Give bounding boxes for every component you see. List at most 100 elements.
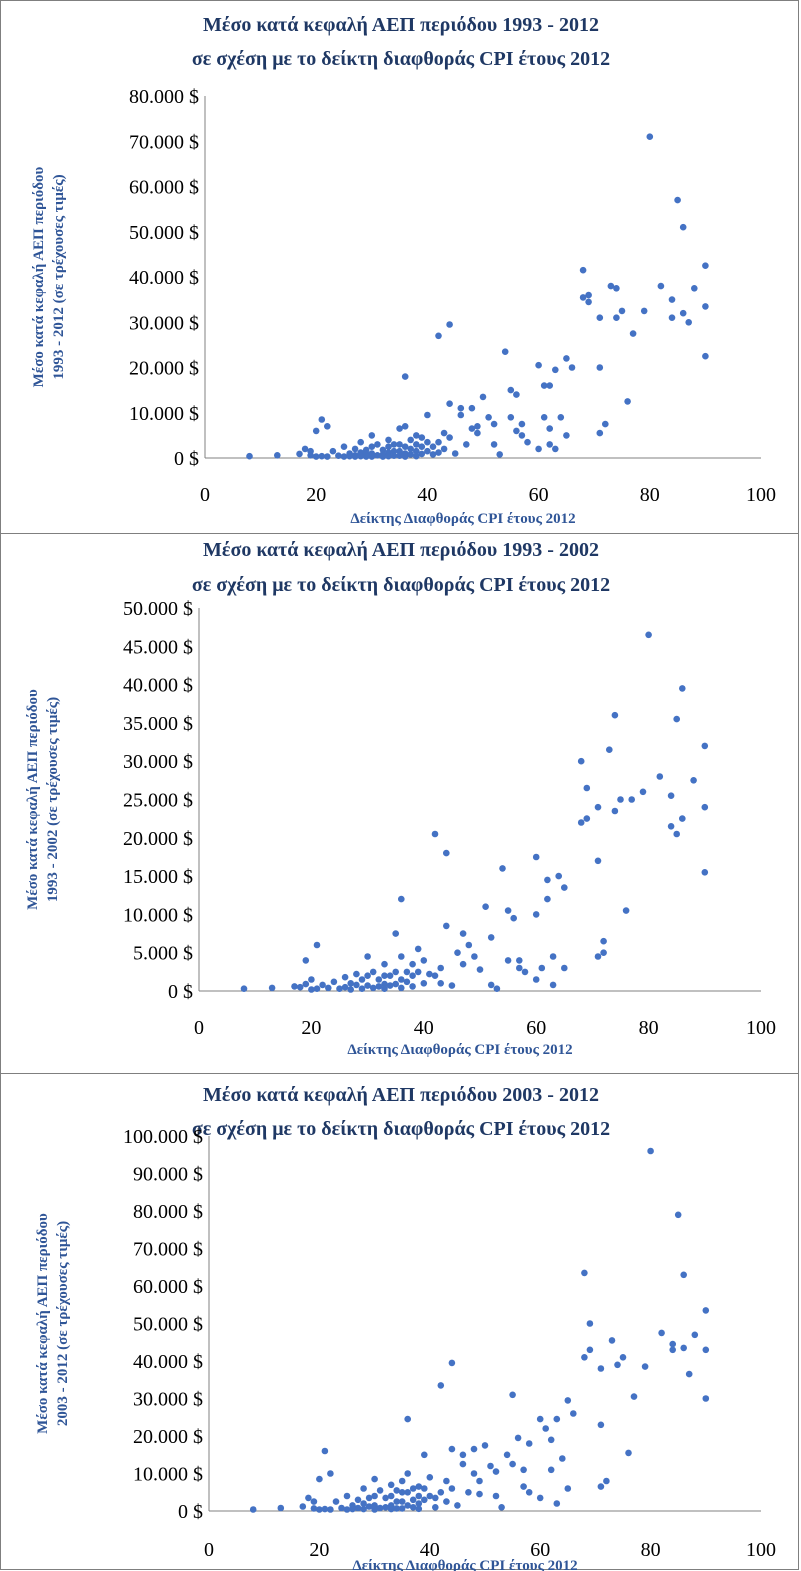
scatter-point — [611, 807, 619, 815]
scatter-point — [401, 453, 409, 460]
scatter-point — [674, 1211, 682, 1219]
scatter-point — [443, 1498, 450, 1505]
x-axis-label: Δείκτης Διαφθοράς CPI έτους 2012 — [347, 1042, 572, 1058]
scatter-point — [641, 1363, 649, 1370]
scatter-point — [542, 1425, 549, 1432]
scatter-point — [476, 966, 484, 973]
scatter-point — [353, 970, 360, 978]
scatter-point — [535, 361, 542, 369]
scatter-point — [443, 922, 450, 930]
scatter-point — [564, 1397, 572, 1404]
scatter-point — [603, 1477, 610, 1485]
scatter-point — [335, 452, 342, 460]
scatter-point — [613, 314, 620, 322]
scatter-point — [429, 451, 437, 458]
y-tick-label: 0 $ — [168, 981, 193, 1003]
scatter-point — [431, 972, 439, 979]
chart-title-line: Μέσο κατά κεφαλή ΑΕΠ περιόδου 1993 - 200… — [203, 539, 599, 561]
scatter-point — [360, 1505, 367, 1513]
scatter-point — [667, 823, 675, 830]
scatter-point — [310, 1498, 318, 1505]
scatter-point — [308, 986, 315, 993]
scatter-point — [563, 432, 570, 439]
scatter-point — [426, 970, 433, 978]
scatter-point — [471, 953, 478, 960]
scatter-point — [532, 976, 540, 983]
scatter-point — [487, 934, 495, 941]
y-tick-label: 50.000 $ — [129, 222, 199, 244]
scatter-point — [669, 1346, 676, 1354]
scatter-point — [617, 796, 624, 803]
scatter-point — [341, 973, 349, 981]
scatter-point — [702, 352, 709, 360]
scatter-point — [418, 450, 426, 458]
scatter-point — [357, 452, 365, 460]
scatter-point — [386, 972, 394, 979]
scatter-point — [525, 1440, 533, 1447]
y-axis-label-line: Μέσο κατά κεφαλή ΑΕΠ περιόδου — [35, 1213, 51, 1434]
y-tick-label: 35.000 $ — [123, 713, 193, 735]
scatter-point — [415, 1500, 423, 1507]
scatter-point — [594, 953, 602, 960]
scatter-point — [346, 452, 353, 460]
scatter-point — [404, 1489, 412, 1496]
scatter-point — [421, 1451, 428, 1459]
scatter-point — [398, 1477, 406, 1485]
scatter-point — [343, 1492, 351, 1500]
scatter-point — [321, 1505, 329, 1513]
y-axis-label-line: Μέσο κατά κεφαλή ΑΕΠ περιόδου — [31, 166, 47, 387]
scatter-point — [504, 907, 512, 914]
scatter-point — [507, 414, 515, 421]
scatter-point — [645, 631, 652, 639]
scatter-point — [549, 953, 557, 960]
scatter-point — [482, 903, 489, 910]
scatter-point — [586, 1320, 594, 1327]
scatter-point — [518, 432, 526, 439]
scatter-point — [371, 1506, 378, 1513]
scatter-point — [585, 291, 592, 299]
scatter-point — [476, 1490, 483, 1498]
scatter-point — [376, 1487, 384, 1494]
scatter-point — [600, 949, 607, 956]
y-axis-label-line: 1993 - 2012 (σε τρέχουσες τιμές) — [51, 174, 67, 379]
y-tick-label: 25.000 $ — [123, 790, 193, 812]
scatter-point — [418, 443, 426, 451]
scatter-chart-1: Μέσο κατά κεφαλή ΑΕΠ περιόδου 1993 - 201… — [31, 14, 776, 527]
x-tick-label: 20 — [306, 484, 326, 506]
scatter-point — [669, 1340, 676, 1348]
scatter-point — [596, 429, 604, 437]
scatter-point — [401, 443, 409, 451]
scatter-point — [618, 307, 626, 315]
scatter-point — [358, 976, 366, 983]
scatter-point — [316, 1475, 323, 1483]
scatter-point — [532, 911, 540, 918]
scatter-point — [407, 445, 415, 453]
scatter-point — [639, 788, 647, 796]
scatter-point — [424, 447, 431, 455]
scatter-point — [646, 133, 654, 140]
scatter-point — [435, 438, 442, 446]
scatter-point — [392, 930, 400, 937]
scatter-point — [365, 1494, 373, 1502]
scatter-point — [624, 398, 631, 405]
scatter-point — [443, 849, 450, 857]
scatter-point — [371, 1475, 378, 1483]
scatter-point — [386, 982, 394, 989]
scatter-point — [325, 984, 332, 992]
scatter-point — [358, 985, 366, 992]
scatter-point — [268, 984, 276, 992]
scatter-point — [679, 223, 687, 231]
scatter-point — [525, 1489, 533, 1496]
scatter-point — [393, 1487, 401, 1494]
scatter-point — [381, 960, 388, 968]
scatter-point — [437, 964, 445, 972]
scatter-point — [398, 895, 405, 903]
y-tick-label: 0 $ — [178, 1501, 203, 1523]
scatter-point — [470, 1445, 478, 1453]
scatter-point — [421, 1485, 428, 1492]
scatter-point — [656, 773, 664, 780]
x-tick-label: 80 — [639, 1017, 659, 1039]
scatter-point — [414, 945, 422, 953]
scatter-point — [299, 1503, 307, 1510]
chart-panel-1993-2002: Μέσο κατά κεφαλή ΑΕΠ περιόδου 1993 - 200… — [0, 533, 799, 1074]
